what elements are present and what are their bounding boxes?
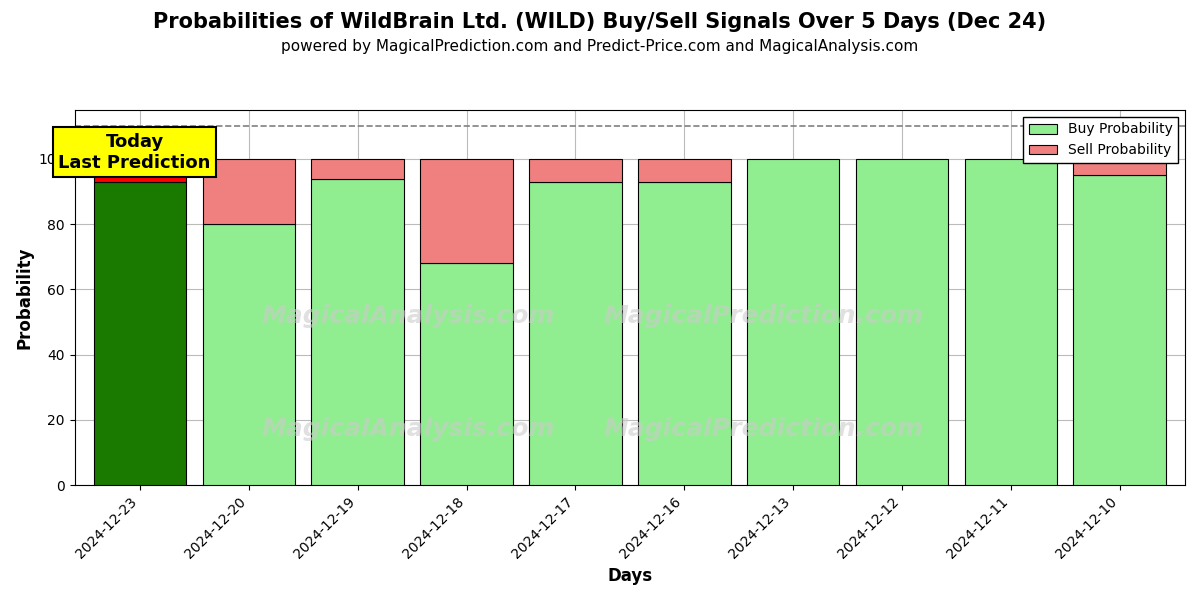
Legend: Buy Probability, Sell Probability: Buy Probability, Sell Probability — [1024, 117, 1178, 163]
Bar — [312, 179, 404, 485]
Y-axis label: Probability: Probability — [16, 247, 34, 349]
Bar — [203, 159, 295, 224]
Bar — [529, 182, 622, 485]
Bar — [420, 263, 512, 485]
Bar — [1074, 159, 1166, 175]
Bar — [94, 159, 186, 182]
Bar — [420, 159, 512, 263]
Text: MagicalPrediction.com: MagicalPrediction.com — [604, 304, 923, 328]
Text: powered by MagicalPrediction.com and Predict-Price.com and MagicalAnalysis.com: powered by MagicalPrediction.com and Pre… — [281, 39, 919, 54]
Text: MagicalAnalysis.com: MagicalAnalysis.com — [262, 304, 554, 328]
Bar — [529, 159, 622, 182]
Text: MagicalAnalysis.com: MagicalAnalysis.com — [262, 417, 554, 441]
Text: Today
Last Prediction: Today Last Prediction — [59, 133, 211, 172]
Bar — [312, 159, 404, 179]
Bar — [1074, 175, 1166, 485]
Bar — [94, 182, 186, 485]
Bar — [965, 159, 1057, 485]
Bar — [856, 159, 948, 485]
X-axis label: Days: Days — [607, 567, 653, 585]
Text: MagicalPrediction.com: MagicalPrediction.com — [604, 417, 923, 441]
Bar — [638, 159, 731, 182]
Bar — [203, 224, 295, 485]
Text: Probabilities of WildBrain Ltd. (WILD) Buy/Sell Signals Over 5 Days (Dec 24): Probabilities of WildBrain Ltd. (WILD) B… — [154, 12, 1046, 32]
Bar — [746, 159, 839, 485]
Bar — [638, 182, 731, 485]
